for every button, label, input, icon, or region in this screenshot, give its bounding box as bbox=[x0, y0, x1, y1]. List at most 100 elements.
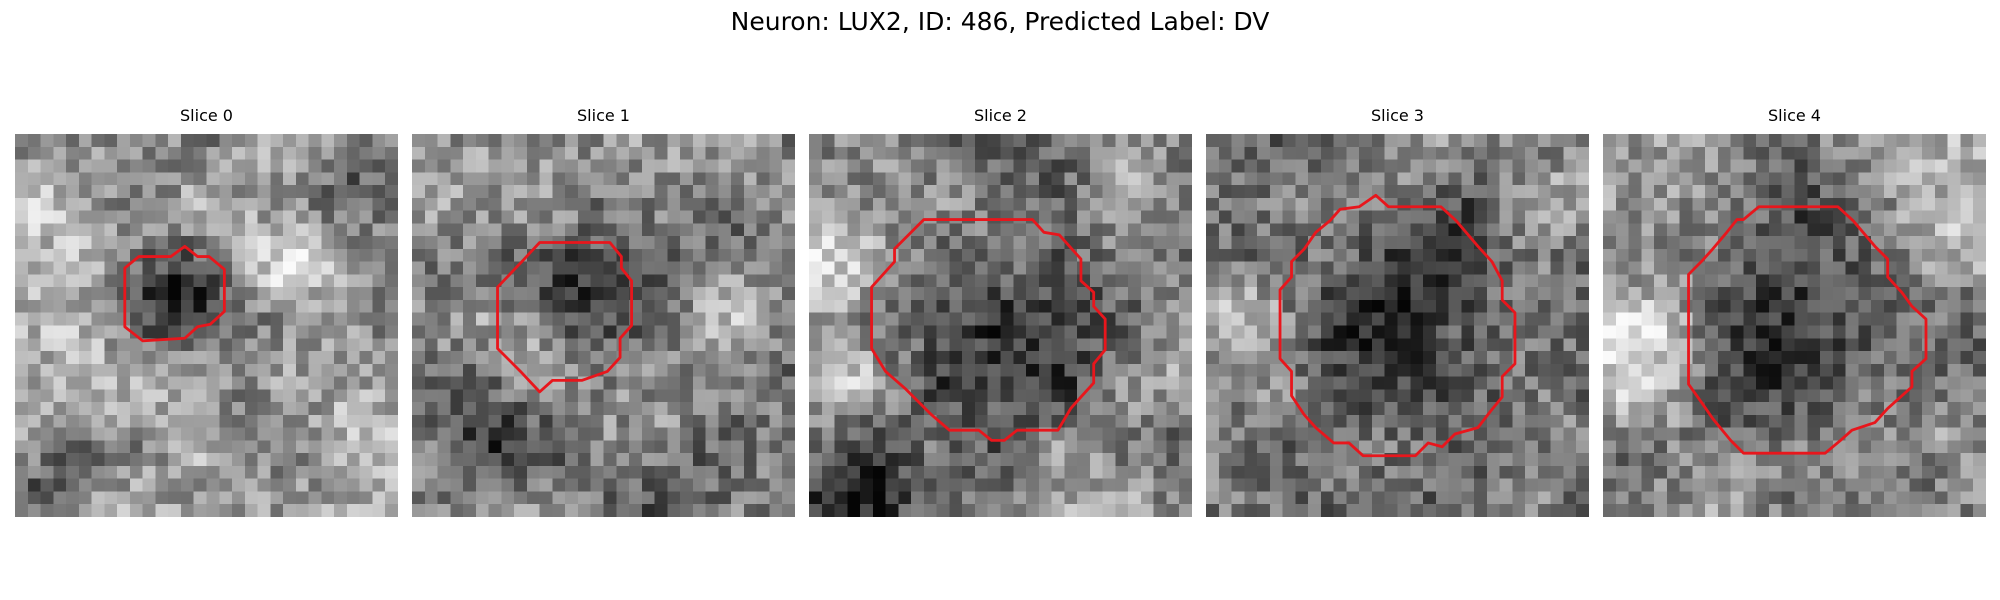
pixel bbox=[756, 325, 770, 339]
pixel bbox=[1717, 248, 1731, 262]
pixel bbox=[911, 351, 925, 365]
pixel bbox=[193, 363, 207, 377]
pixel bbox=[1550, 210, 1564, 224]
pixel bbox=[257, 325, 271, 339]
pixel bbox=[577, 172, 591, 186]
pixel bbox=[1960, 287, 1974, 301]
pixel bbox=[475, 312, 489, 326]
pixel bbox=[424, 159, 438, 173]
pixel bbox=[743, 440, 757, 454]
pixel bbox=[936, 312, 950, 326]
pixel bbox=[1410, 325, 1424, 339]
pixel bbox=[1295, 338, 1309, 352]
pixel bbox=[1051, 287, 1065, 301]
pixel bbox=[1218, 159, 1232, 173]
pixel bbox=[834, 299, 848, 313]
pixel bbox=[359, 146, 373, 160]
pixel bbox=[180, 491, 194, 505]
pixel bbox=[1692, 414, 1706, 428]
pixel bbox=[463, 453, 477, 467]
pixel bbox=[372, 172, 386, 186]
pixel bbox=[488, 491, 502, 505]
pixel bbox=[1257, 363, 1271, 377]
slice-image-1 bbox=[412, 134, 795, 517]
pixel bbox=[1410, 389, 1424, 403]
pixel bbox=[1743, 351, 1757, 365]
pixel bbox=[1346, 223, 1360, 237]
pixel bbox=[1308, 274, 1322, 288]
pixel bbox=[1512, 389, 1526, 403]
pixel bbox=[847, 223, 861, 237]
pixel bbox=[1384, 325, 1398, 339]
pixel bbox=[1550, 389, 1564, 403]
pixel bbox=[257, 363, 271, 377]
pixel bbox=[1000, 299, 1014, 313]
pixel bbox=[962, 299, 976, 313]
pixel bbox=[923, 312, 937, 326]
pixel bbox=[1064, 351, 1078, 365]
pixel bbox=[936, 236, 950, 250]
pixel bbox=[1832, 338, 1846, 352]
pixel bbox=[257, 236, 271, 250]
pixel bbox=[834, 172, 848, 186]
pixel bbox=[1794, 491, 1808, 505]
pixel bbox=[1423, 478, 1437, 492]
pixel bbox=[1064, 172, 1078, 186]
pixel bbox=[1499, 172, 1513, 186]
pixel bbox=[667, 261, 681, 275]
pixel bbox=[1166, 312, 1180, 326]
pixel bbox=[590, 185, 604, 199]
pixel bbox=[1960, 478, 1974, 492]
pixel bbox=[104, 159, 118, 173]
pixel bbox=[1359, 491, 1373, 505]
pixel bbox=[334, 299, 348, 313]
pixel bbox=[1115, 491, 1129, 505]
pixel bbox=[104, 504, 118, 517]
pixel bbox=[78, 402, 92, 416]
pixel bbox=[1550, 248, 1564, 262]
pixel bbox=[1384, 402, 1398, 416]
pixel bbox=[1768, 427, 1782, 441]
pixel bbox=[1922, 440, 1936, 454]
pixel bbox=[1781, 351, 1795, 365]
pixel bbox=[1397, 172, 1411, 186]
pixel bbox=[949, 274, 963, 288]
pixel bbox=[1666, 197, 1680, 211]
pixel bbox=[1115, 146, 1129, 160]
pixel bbox=[1218, 402, 1232, 416]
pixel bbox=[1308, 248, 1322, 262]
pixel bbox=[1922, 274, 1936, 288]
pixel bbox=[1179, 236, 1192, 250]
pixel bbox=[15, 338, 29, 352]
pixel bbox=[872, 491, 886, 505]
pixel bbox=[78, 248, 92, 262]
pixel bbox=[860, 159, 874, 173]
pixel bbox=[206, 312, 220, 326]
pixel bbox=[923, 261, 937, 275]
pixel bbox=[1461, 376, 1475, 390]
pixel bbox=[283, 453, 297, 467]
pixel bbox=[1743, 312, 1757, 326]
pixel bbox=[705, 389, 719, 403]
pixel bbox=[372, 159, 386, 173]
pixel bbox=[168, 159, 182, 173]
pixel bbox=[78, 363, 92, 377]
pixel bbox=[1474, 312, 1488, 326]
pixel bbox=[1666, 236, 1680, 250]
pixel bbox=[514, 478, 528, 492]
pixel bbox=[180, 287, 194, 301]
pixel bbox=[1026, 287, 1040, 301]
pixel bbox=[244, 504, 258, 517]
pixel bbox=[782, 325, 795, 339]
pixel bbox=[616, 427, 630, 441]
pixel bbox=[616, 325, 630, 339]
pixel bbox=[1038, 287, 1052, 301]
pixel bbox=[641, 504, 655, 517]
pixel bbox=[667, 134, 681, 148]
pixel bbox=[756, 338, 770, 352]
pixel bbox=[654, 312, 668, 326]
pixel bbox=[860, 299, 874, 313]
pixel bbox=[1295, 389, 1309, 403]
pixel bbox=[898, 287, 912, 301]
pixel bbox=[1077, 440, 1091, 454]
